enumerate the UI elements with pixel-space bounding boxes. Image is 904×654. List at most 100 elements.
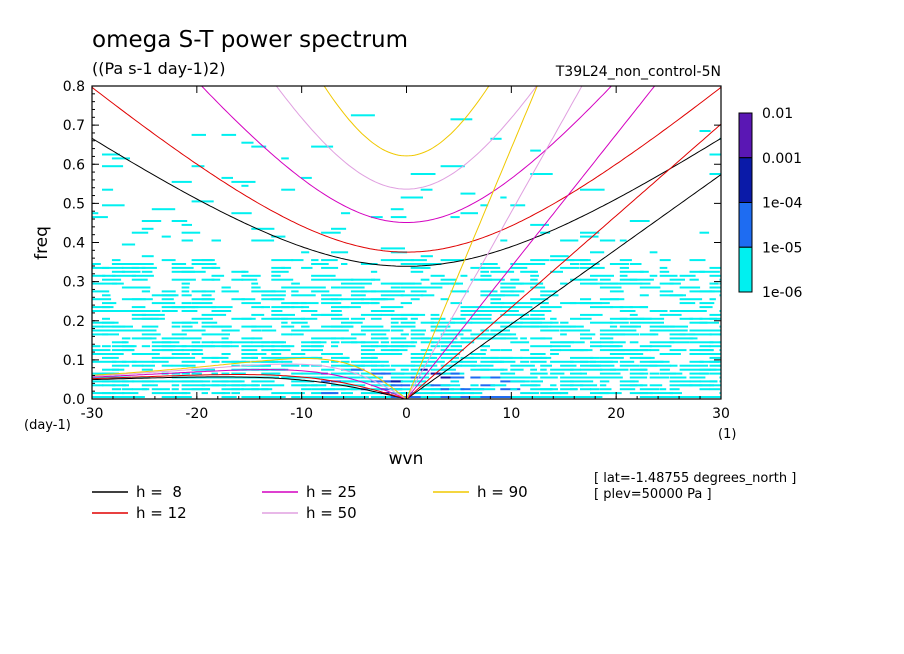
power-cell: [699, 231, 710, 234]
power-cell: [430, 317, 446, 320]
power-cell: [221, 133, 237, 136]
power-cell: [450, 372, 460, 375]
power-cell: [102, 317, 110, 320]
power-cell: [241, 317, 252, 320]
power-cell: [480, 376, 500, 379]
power-cell: [121, 345, 137, 348]
power-cell: [201, 345, 215, 348]
power-cell: [709, 368, 721, 371]
power-cell: [161, 356, 172, 359]
power-cell: [480, 345, 490, 348]
power-cell: [390, 216, 407, 219]
power-cell: [719, 380, 721, 383]
power-cell: [341, 376, 361, 379]
power-cell: [181, 294, 192, 297]
power-cell: [102, 294, 111, 297]
power-cell: [311, 356, 318, 359]
power-cell: [321, 368, 335, 371]
power-cell: [560, 388, 578, 391]
power-cell: [480, 349, 487, 352]
power-cell: [102, 345, 111, 348]
power-cell: [689, 321, 708, 324]
power-cell: [251, 145, 267, 148]
power-cell: [301, 317, 318, 320]
colorbar-label: 0.001: [762, 151, 802, 167]
power-cell: [410, 263, 427, 265]
power-cell: [231, 380, 242, 383]
power-cell: [629, 278, 654, 281]
power-cell: [301, 325, 310, 328]
power-cell: [291, 282, 300, 285]
power-cell: [370, 345, 388, 348]
power-cell: [131, 274, 142, 277]
power-cell: [669, 294, 686, 297]
power-cell: [321, 302, 342, 305]
power-cell: [131, 364, 144, 367]
power-cell: [560, 384, 574, 387]
power-cell: [360, 353, 376, 355]
power-cell: [540, 396, 552, 398]
power-cell: [251, 306, 264, 309]
inertia-gravity-curve-90: [323, 86, 490, 157]
power-cell: [211, 310, 232, 312]
power-cell: [709, 317, 717, 320]
power-cell: [360, 325, 384, 328]
power-cell: [111, 157, 130, 160]
power-cell: [550, 259, 575, 262]
power-cell: [281, 286, 292, 289]
power-cell: [609, 290, 624, 293]
power-cell: [590, 396, 603, 398]
power-cell: [709, 360, 721, 363]
chart-title: omega S-T power spectrum: [92, 27, 408, 53]
power-cell: [580, 388, 592, 391]
power-cell: [530, 270, 538, 273]
power-cell: [609, 333, 626, 336]
power-cell: [679, 317, 694, 320]
power-cell: [699, 368, 717, 371]
power-cell: [580, 188, 605, 191]
power-cell: [669, 341, 690, 344]
power-cell: [181, 384, 206, 387]
power-cell: [550, 372, 565, 375]
power-cell: [510, 278, 520, 281]
y-axis: 0.0 0.1 0.2 0.3 0.4 0.5 0.6 0.7 0.8: [63, 79, 721, 408]
y-tick-label: 0.3: [63, 275, 85, 291]
power-cell: [629, 313, 638, 316]
power-cell: [709, 290, 721, 293]
power-cell: [341, 321, 352, 324]
power-cell: [570, 317, 581, 320]
power-cell: [311, 290, 330, 293]
power-cell: [321, 392, 339, 395]
power-cell: [510, 341, 530, 344]
power-cell: [331, 298, 343, 301]
power-cell: [599, 360, 619, 363]
power-cell: [271, 278, 294, 281]
power-cell: [719, 286, 721, 289]
power-cell: [450, 360, 463, 363]
power-cell: [599, 286, 622, 289]
power-cell: [360, 360, 380, 363]
power-cell: [470, 333, 487, 336]
power-cell: [161, 294, 179, 297]
power-cell: [609, 321, 629, 324]
power-cell: [540, 337, 553, 340]
rossby-curve-50: [92, 363, 407, 399]
power-cell: [669, 380, 691, 383]
power-cell: [500, 290, 514, 293]
plot-frame: [91, 85, 722, 400]
power-cell: [550, 392, 569, 395]
power-cell: [111, 384, 127, 387]
power-cell: [619, 364, 640, 367]
power-cell: [580, 266, 605, 269]
power-cell: [141, 337, 157, 340]
power-cell: [490, 349, 501, 352]
power-cell: [102, 266, 124, 269]
power-cell: [550, 321, 559, 324]
power-cell: [639, 388, 660, 391]
power-cell: [131, 337, 152, 340]
power-cell: [181, 353, 190, 355]
power-cell: [241, 270, 249, 273]
power-cell: [151, 317, 159, 320]
power-cell: [410, 396, 426, 398]
power-cell: [470, 337, 487, 340]
